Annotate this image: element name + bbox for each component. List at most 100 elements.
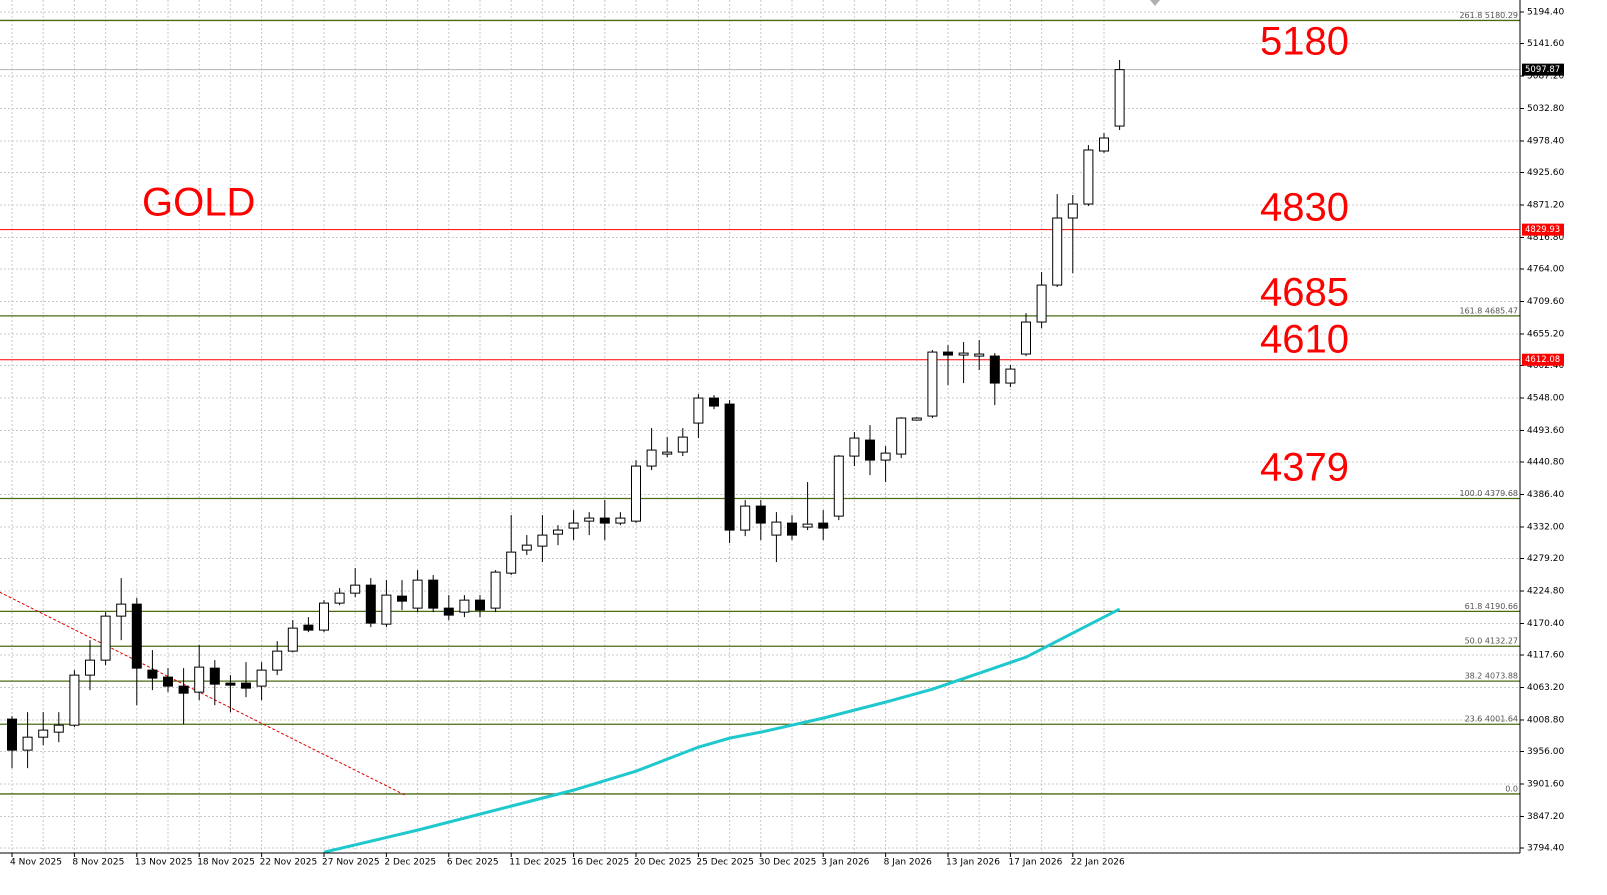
y-tick-label: 4655.20 <box>1527 329 1564 339</box>
candle-body <box>1099 137 1109 152</box>
candle-body <box>631 465 641 522</box>
candle-body <box>709 397 719 407</box>
candle-body <box>241 682 251 689</box>
candle-body <box>506 551 517 574</box>
candle-body <box>303 624 314 631</box>
fib-label: 161.8 4685.47 <box>1459 306 1518 315</box>
y-tick-label: 4602.40 <box>1527 361 1564 371</box>
candle-body <box>178 685 189 694</box>
x-tick-label: 20 Dec 2025 <box>634 858 692 868</box>
candle-body <box>147 669 158 679</box>
candle-body <box>163 676 173 687</box>
trend-line <box>0 591 406 796</box>
candle-body <box>787 522 797 536</box>
candle-body <box>1083 149 1094 205</box>
axes: 5194.40 5141.60 5087.20 5032.80 4978.40 4925.… <box>10 8 1564 868</box>
fib-label: 261.8 5180.29 <box>1459 11 1518 20</box>
price-box-label: 5097.87 <box>1525 65 1560 75</box>
candle-body <box>1036 284 1047 323</box>
candle-body <box>131 603 142 669</box>
candle-body <box>272 650 283 671</box>
fib-label: 23.6 4001.64 <box>1465 715 1518 724</box>
candle-body <box>1114 69 1125 127</box>
candle-body <box>319 602 329 631</box>
candle-body <box>7 718 17 751</box>
annotation: GOLD <box>142 181 255 225</box>
y-tick-label: 4709.60 <box>1527 297 1564 307</box>
price-box <box>1522 223 1564 236</box>
x-tick-label: 6 Dec 2025 <box>447 858 499 868</box>
candle-body <box>849 437 860 457</box>
plot-area: 261.8 5180.29 161.8 4685.47 100.0 4379.68 6… <box>0 11 1520 853</box>
candle-body <box>927 351 938 417</box>
y-tick-label: 3847.20 <box>1527 812 1564 822</box>
candle-body <box>646 449 657 467</box>
candle-body <box>740 505 751 531</box>
x-tick-label: 18 Nov 2025 <box>197 858 255 868</box>
candle-body <box>53 724 64 733</box>
grid <box>0 0 1520 853</box>
y-tick-label: 4493.60 <box>1527 426 1564 436</box>
candle-body <box>194 666 205 693</box>
candle-body <box>568 522 579 529</box>
y-tick-label: 3794.40 <box>1527 844 1564 854</box>
candle-body <box>553 529 563 535</box>
x-tick-label: 17 Jan 2026 <box>1008 858 1062 868</box>
annotation: 4685 <box>1260 271 1349 315</box>
candle-body <box>350 584 361 594</box>
y-tick-label: 4386.40 <box>1527 490 1564 500</box>
x-tick-label: 8 Jan 2026 <box>884 858 932 868</box>
candle-body <box>1067 203 1078 219</box>
annotation: 4379 <box>1260 446 1349 490</box>
y-tick-label: 5141.60 <box>1527 39 1564 49</box>
y-tick-label: 5032.80 <box>1527 104 1564 114</box>
y-tick-label: 4764.00 <box>1527 265 1564 275</box>
candle-body <box>100 615 111 661</box>
candle-body <box>443 607 454 616</box>
x-tick-label: 13 Jan 2026 <box>946 858 1000 868</box>
candle-body <box>943 351 953 356</box>
shift-marker <box>1150 0 1160 6</box>
candle-body <box>880 452 891 461</box>
price-box-label: 4829.93 <box>1525 225 1560 235</box>
candle-body <box>833 455 844 517</box>
y-tick-label: 4170.40 <box>1527 619 1564 629</box>
fib-label: 0.0 <box>1505 784 1518 793</box>
x-tick-label: 22 Jan 2026 <box>1071 858 1125 868</box>
candle-body <box>755 505 766 524</box>
x-tick-label: 11 Dec 2025 <box>509 858 567 868</box>
candle-body <box>615 517 626 524</box>
y-tick-label: 4871.20 <box>1527 200 1564 210</box>
fib-label: 100.0 4379.68 <box>1459 489 1518 498</box>
y-tick-label: 5194.40 <box>1527 8 1564 18</box>
x-tick-label: 22 Nov 2025 <box>260 858 318 868</box>
candle-body <box>802 523 813 528</box>
candle-body <box>69 674 80 726</box>
candle-body <box>225 682 236 686</box>
candle-body <box>381 594 392 625</box>
y-tick-label: 4279.20 <box>1527 554 1564 564</box>
y-tick-label: 4063.20 <box>1527 683 1564 693</box>
x-tick-label: 4 Nov 2025 <box>10 858 62 868</box>
x-tick-label: 16 Dec 2025 <box>572 858 630 868</box>
y-tick-label: 3901.60 <box>1527 779 1564 789</box>
fib-label: 61.8 4190.66 <box>1465 602 1518 611</box>
candle-body <box>677 436 688 453</box>
x-tick-label: 27 Nov 2025 <box>322 858 380 868</box>
y-tick-label: 4332.00 <box>1527 522 1564 532</box>
y-tick-label: 4548.00 <box>1527 393 1564 403</box>
candle-body <box>412 579 423 609</box>
y-tick-label: 4224.80 <box>1527 586 1564 596</box>
y-tick-label: 4816.80 <box>1527 233 1564 243</box>
candle-body <box>1021 321 1031 355</box>
y-tick-label: 4925.60 <box>1527 168 1564 178</box>
candle-body <box>459 599 470 613</box>
candle-body <box>818 522 829 529</box>
fib-label: 38.2 4073.88 <box>1465 672 1518 681</box>
candle-body <box>989 355 1000 384</box>
y-tick-label: 4440.80 <box>1527 458 1564 468</box>
price-box <box>1522 353 1564 366</box>
candle-body <box>334 592 345 604</box>
candle-body <box>958 352 969 356</box>
